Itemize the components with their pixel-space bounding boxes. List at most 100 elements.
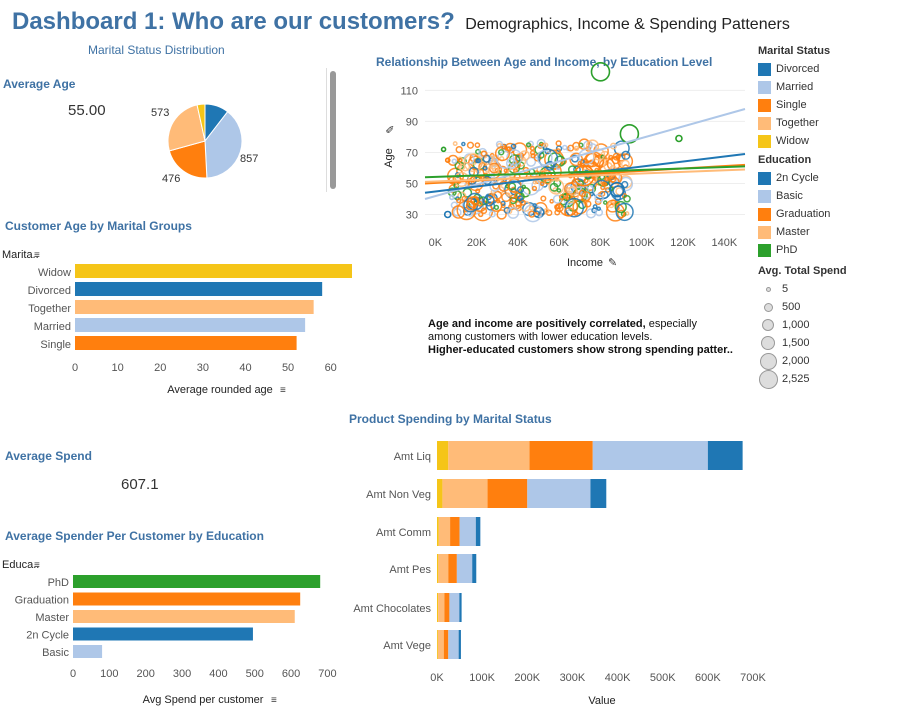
- scatter-point: [444, 157, 451, 164]
- education-legend-item[interactable]: 2n Cycle: [758, 169, 898, 187]
- x-tick-label: 500: [246, 668, 264, 680]
- scatter-point: [612, 152, 621, 161]
- scatter-point: [607, 201, 615, 209]
- size-legend-title: Avg. Total Spend: [758, 265, 847, 277]
- legends-panel: Marital Status Divorced Married Single Toge…: [758, 45, 898, 389]
- x-tick-label: 500K: [650, 672, 676, 684]
- scatter-point: [573, 145, 580, 152]
- legend-label: Married: [776, 81, 814, 93]
- category-label: Together: [28, 303, 71, 315]
- scatter-point: [461, 141, 466, 147]
- stack-segment-together: [438, 593, 445, 622]
- scatter-point: [498, 180, 510, 192]
- legend-swatch: [758, 80, 771, 94]
- size-legend-item[interactable]: 500: [758, 298, 898, 316]
- sort-icon: ≡: [34, 560, 40, 571]
- size-label: 2,525: [782, 373, 810, 385]
- scatter-point: [590, 61, 611, 82]
- scatter-point: [475, 158, 480, 164]
- stack-segment-married: [527, 479, 591, 508]
- legend-swatch: [758, 243, 771, 257]
- avg-age-value: 55.00: [68, 102, 106, 119]
- stack-segment-together: [438, 517, 451, 546]
- size-legend-item[interactable]: 5: [758, 280, 898, 298]
- marital-legend-item[interactable]: Widow: [758, 132, 898, 150]
- stack-segment-married: [592, 441, 708, 470]
- stack-segment-divorced: [707, 441, 743, 470]
- marital-pie[interactable]: [150, 95, 270, 190]
- education-legend-item[interactable]: Master: [758, 223, 898, 241]
- x-tick-label: 0: [72, 362, 78, 374]
- stack-segment-married: [448, 630, 459, 659]
- marital-legend-item[interactable]: Married: [758, 78, 898, 96]
- marital-legend-item[interactable]: Single: [758, 96, 898, 114]
- education-legend-item[interactable]: PhD: [758, 241, 898, 259]
- bar-2n-cycle: [73, 627, 253, 641]
- scatter-point: [611, 175, 617, 180]
- x-tick-label: 20: [154, 362, 166, 374]
- category-label: Married: [34, 321, 71, 333]
- scatter-point: [615, 202, 634, 222]
- scrollbar-thumb[interactable]: [330, 71, 336, 189]
- legend-swatch: [758, 62, 771, 76]
- scatter-point: [483, 194, 495, 207]
- legend-label: 2n Cycle: [776, 172, 819, 184]
- scatter-point: [532, 203, 537, 208]
- bar-single: [75, 336, 297, 350]
- scatter-point: [460, 161, 471, 172]
- education-legend: 2n Cycle Basic Graduation Master PhD: [758, 169, 898, 259]
- size-legend-item[interactable]: 2,000: [758, 352, 898, 370]
- bar-master: [73, 610, 295, 623]
- scatter-point: [463, 153, 475, 165]
- legend-label: Widow: [776, 135, 810, 147]
- education-legend-item[interactable]: Basic: [758, 187, 898, 205]
- scatter-point: [519, 150, 531, 161]
- scatter-point: [564, 207, 574, 217]
- scrollbar-track[interactable]: [326, 68, 341, 192]
- x-tick-label: 200K: [514, 672, 540, 684]
- x-tick-label: 400K: [605, 672, 631, 684]
- marital-legend: Divorced Married Single Together Widow: [758, 60, 898, 150]
- x-tick-label: 700: [318, 668, 336, 680]
- category-label: Single: [40, 339, 71, 351]
- scatter-point: [507, 206, 520, 219]
- scatter-point: [480, 150, 488, 157]
- scatter-point: [488, 210, 496, 218]
- stack-segment-widow: [437, 441, 449, 470]
- size-circle-icon: [758, 369, 778, 389]
- product-spending-chart[interactable]: Product Spending by Marital Status Amt Li…: [340, 405, 770, 715]
- scatter-point: [568, 186, 578, 196]
- size-legend-item[interactable]: 1,500: [758, 334, 898, 352]
- scatter-point: [505, 192, 511, 197]
- x-axis-label: Value: [588, 695, 615, 707]
- x-tick-label: 100K: [629, 237, 655, 249]
- spend-by-education-chart[interactable]: Average Spender Per Customer by Educatio…: [0, 525, 345, 715]
- size-legend-item[interactable]: 2,525: [758, 369, 898, 389]
- stack-segment-single: [529, 441, 593, 470]
- scatter-point: [474, 142, 481, 148]
- stack-segment-divorced: [472, 554, 477, 583]
- scatter-point: [528, 210, 536, 218]
- age-by-marital-chart[interactable]: Customer Age by Marital GroupsMarita..≡W…: [0, 215, 370, 400]
- marital-legend-item[interactable]: Divorced: [758, 60, 898, 78]
- x-tick-label: 600: [282, 668, 300, 680]
- x-tick-label: 140K: [712, 237, 738, 249]
- size-legend-item[interactable]: 1,000: [758, 316, 898, 334]
- x-tick-label: 20K: [467, 237, 487, 249]
- scatter-point: [455, 145, 463, 154]
- scatter-point: [596, 206, 602, 211]
- scatter-point: [495, 198, 501, 204]
- y-tick-label: 70: [406, 147, 418, 159]
- scatter-point: [618, 176, 634, 192]
- size-circle-icon: [758, 302, 778, 312]
- scatter-point: [675, 134, 683, 143]
- marital-legend-item[interactable]: Together: [758, 114, 898, 132]
- scatter-point: [604, 176, 610, 182]
- category-label: Widow: [38, 267, 71, 279]
- age-income-scatter-chart[interactable]: Relationship Between Age and Income, by …: [370, 50, 755, 275]
- scatter-point: [475, 148, 481, 155]
- pie-slice-together: [167, 104, 206, 152]
- x-tick-label: 0K: [429, 237, 443, 249]
- scatter-point: [530, 153, 536, 159]
- education-legend-item[interactable]: Graduation: [758, 205, 898, 223]
